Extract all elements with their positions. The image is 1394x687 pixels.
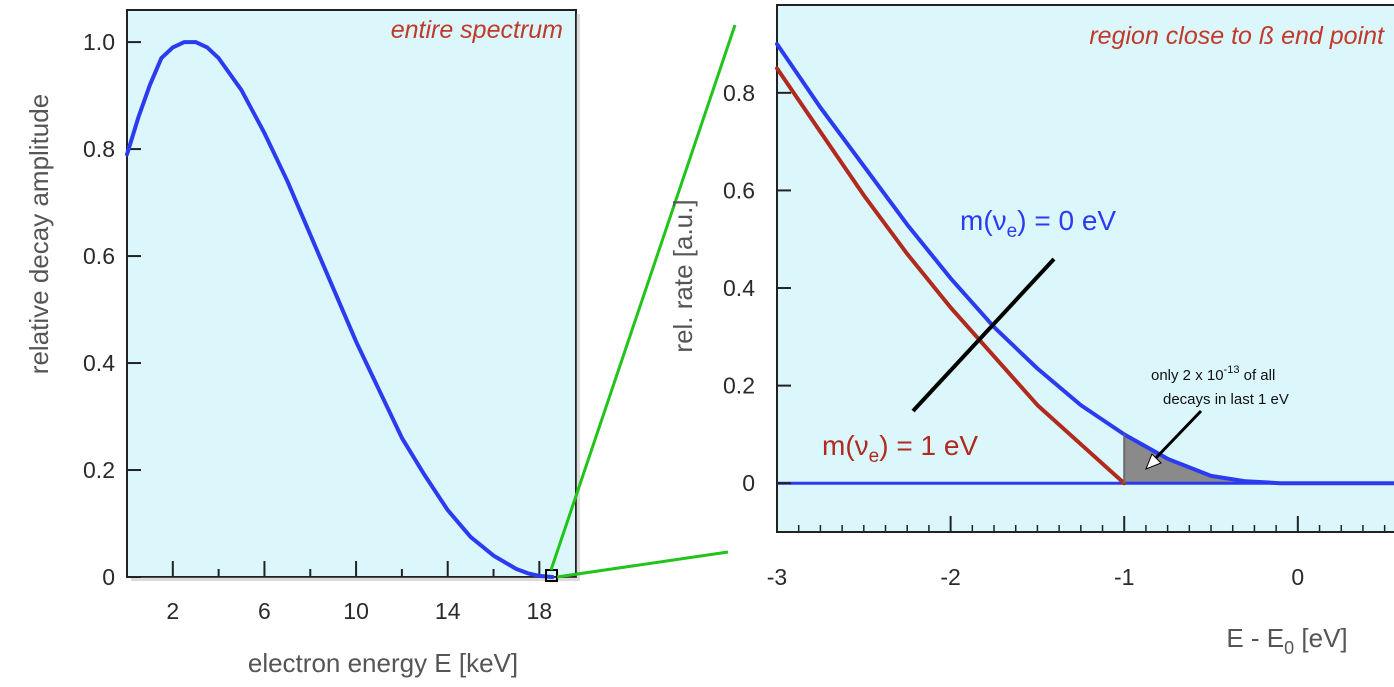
right-series-line-0 xyxy=(775,42,1394,486)
right-series-group xyxy=(775,42,1394,486)
left-series-group xyxy=(125,40,555,579)
left-chart: entire spectrum 2 6 10 14 18 0 0.2 0.4 0.6 0.8 1.… xyxy=(24,9,580,678)
left-x-tick-label: 2 xyxy=(166,598,179,624)
callout-arrowhead xyxy=(1145,453,1162,470)
left-annotation: entire spectrum xyxy=(391,16,563,44)
callout-line-2: decays in last 1 eV xyxy=(1163,391,1289,408)
right-chart: region close to ß end point -3 -2 -1 0 0 0.2… xyxy=(668,4,1394,658)
left-x-axis-label: electron energy E [keV] xyxy=(248,648,518,678)
callout-line-1: only 2 x 10-13 of all xyxy=(1151,364,1275,384)
callout-b: of all xyxy=(1239,367,1275,384)
right-y-tick-label: 0.2 xyxy=(723,373,755,399)
left-x-tick-label: 6 xyxy=(258,598,271,624)
left-x-tick-label: 10 xyxy=(343,598,369,624)
left-y-ticks: 0 0.2 0.4 0.6 0.8 1.0 xyxy=(83,29,141,590)
lbl1-sub: e xyxy=(869,446,880,467)
zoom-connector-bottom xyxy=(556,550,729,579)
left-y-axis-label: relative decay amplitude xyxy=(24,94,54,374)
callout-a: only 2 x 10 xyxy=(1151,367,1224,384)
x-label-subscript: 0 xyxy=(1284,638,1294,658)
left-y-tick-label: 0.2 xyxy=(83,457,115,483)
callout-arrow xyxy=(1150,409,1203,464)
right-x-tick-label: -2 xyxy=(940,564,960,590)
right-x-tick-label: -1 xyxy=(1114,564,1134,590)
left-y-tick-label: 1.0 xyxy=(83,29,115,55)
callout-exp: -13 xyxy=(1224,364,1240,376)
right-y-tick-label: 0 xyxy=(742,470,755,496)
right-y-tick-label: 0.8 xyxy=(723,80,755,106)
x-label-part-a: E - E xyxy=(1226,623,1284,653)
right-y-axis-label: rel. rate [a.u.] xyxy=(668,199,698,352)
lbl1-a: m(ν xyxy=(822,430,869,461)
right-y-tick-label: 0.6 xyxy=(723,177,755,203)
left-plot-shadow xyxy=(131,14,580,581)
right-series-line-1 xyxy=(775,66,1127,486)
right-annotation: region close to ß end point xyxy=(1089,22,1385,50)
right-x-axis-label: E - E0 [eV] xyxy=(1226,623,1347,658)
x-label-part-b: [eV] xyxy=(1294,623,1347,653)
left-x-tick-label: 14 xyxy=(435,598,461,624)
right-y-ticks: 0 0.2 0.4 0.6 0.8 xyxy=(723,80,791,496)
left-plot-area xyxy=(126,9,577,578)
left-y-tick-label: 0 xyxy=(102,564,115,590)
shaded-region xyxy=(1124,434,1298,484)
series-pointer-line xyxy=(911,257,1056,413)
series-label-0ev: m(νe) = 0 eV xyxy=(960,205,1116,242)
right-y-tick-label: 0.4 xyxy=(723,275,755,301)
right-x-ticks: -3 -2 -1 0 xyxy=(767,516,1386,590)
lbl1-b: ) = 1 eV xyxy=(879,430,978,461)
lbl0-b: ) = 0 eV xyxy=(1017,205,1116,236)
left-x-tick-label: 18 xyxy=(527,598,553,624)
left-y-tick-label: 0.4 xyxy=(83,350,115,376)
lbl0-sub: e xyxy=(1007,221,1018,242)
lbl0-a: m(ν xyxy=(960,205,1007,236)
right-x-tick-label: -3 xyxy=(767,564,787,590)
zoom-connector-top xyxy=(549,24,737,571)
series-label-1ev: m(νe) = 1 eV xyxy=(822,430,978,467)
left-y-tick-label: 0.8 xyxy=(83,136,115,162)
right-x-tick-label: 0 xyxy=(1291,564,1304,590)
left-x-ticks: 2 6 10 14 18 xyxy=(166,561,552,624)
left-series-line-0 xyxy=(125,40,555,579)
left-y-tick-label: 0.6 xyxy=(83,243,115,269)
right-plot-area xyxy=(776,4,1394,533)
